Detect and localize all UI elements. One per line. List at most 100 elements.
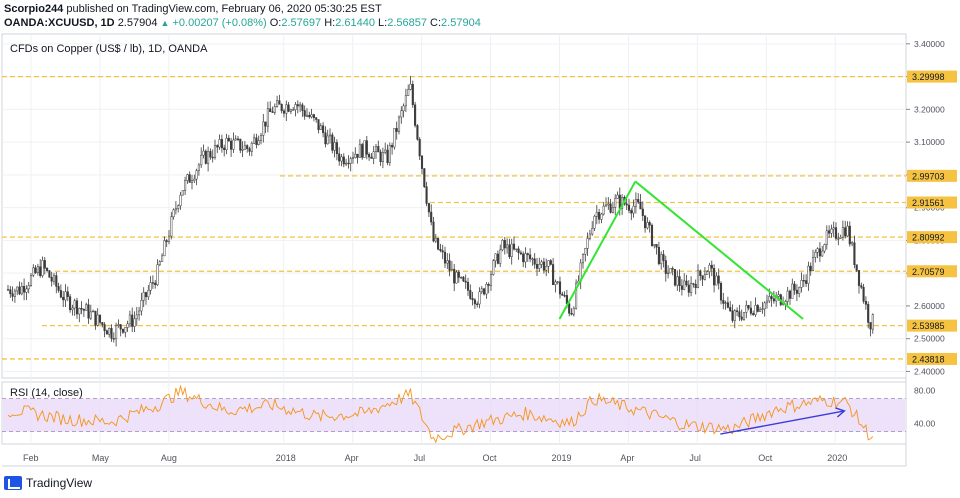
candle-body	[363, 140, 366, 158]
candle-body	[188, 174, 191, 183]
candle-body	[802, 280, 805, 282]
candle-body	[333, 142, 336, 151]
candle-body	[846, 225, 849, 237]
candle-body	[489, 274, 493, 286]
candle-body	[280, 104, 283, 112]
candle-body	[848, 225, 851, 245]
candle-body	[457, 271, 460, 278]
level-label: 2.99703	[912, 171, 945, 181]
candle-body	[703, 274, 706, 280]
candle-body	[814, 252, 817, 258]
candle-body	[673, 268, 677, 286]
publish-line: Scorpio244 published on TradingView.com,…	[4, 2, 481, 16]
candle-body	[151, 282, 154, 284]
candle-body	[16, 286, 19, 292]
candle-body	[119, 324, 122, 330]
candle-body	[338, 153, 341, 162]
candle-body	[73, 300, 76, 309]
candle-body	[121, 328, 125, 333]
candle-body	[526, 253, 529, 256]
candle-body	[324, 132, 327, 145]
candle-body	[52, 275, 56, 282]
downtrend-line	[634, 180, 804, 320]
candle-body	[632, 205, 635, 214]
candle-body	[342, 156, 345, 165]
candle-body	[660, 254, 663, 265]
candle-body	[558, 281, 562, 295]
candle-body	[259, 135, 263, 141]
candle-body	[825, 230, 828, 245]
candle-body	[692, 283, 695, 285]
candle-body	[379, 151, 382, 163]
candle-body	[519, 252, 522, 255]
candle-body	[614, 197, 617, 208]
candle-body	[305, 114, 309, 117]
candle-body	[202, 150, 205, 156]
candle-body	[301, 104, 304, 111]
candle-body	[591, 227, 594, 235]
candle-body	[439, 248, 442, 251]
candle-body	[354, 153, 357, 158]
candle-body	[662, 254, 665, 261]
close-value: 2.57904	[441, 17, 481, 29]
level-label: 2.80992	[912, 233, 945, 243]
candle-body	[287, 104, 290, 112]
candle-body	[602, 205, 605, 215]
level-label-bg	[907, 352, 957, 365]
candle-body	[322, 125, 325, 134]
candle-body	[708, 264, 711, 272]
candle-body	[600, 213, 603, 220]
candle-body	[282, 110, 286, 114]
candle-body	[303, 110, 306, 117]
candle-body	[837, 238, 840, 240]
candle-body	[724, 302, 727, 304]
candle-body	[478, 291, 481, 305]
candle-body	[646, 222, 649, 229]
candle-body	[499, 249, 502, 264]
candle-body	[299, 104, 302, 107]
publisher-name[interactable]: Scorpio244	[4, 3, 64, 15]
price-tick-label: 3.40000	[914, 39, 945, 49]
candle-body	[241, 149, 244, 151]
candle-body	[540, 261, 543, 265]
candle-body	[811, 257, 815, 271]
candle-body	[34, 267, 37, 273]
candle-body	[860, 285, 863, 288]
candle-body	[542, 261, 545, 271]
candle-body	[250, 142, 253, 152]
candle-body	[315, 117, 318, 120]
candle-body	[370, 156, 373, 159]
candle-body	[545, 266, 548, 271]
candle-body	[423, 168, 426, 187]
price-tick-label: 2.50000	[914, 334, 945, 344]
candle-body	[319, 125, 322, 130]
candle-body	[397, 116, 401, 132]
candle-body	[131, 314, 134, 327]
price-axis: 3.400003.300003.200003.100003.000002.900…	[906, 39, 957, 428]
candle-body	[349, 158, 352, 164]
chart-header: Scorpio244 published on TradingView.com,…	[4, 2, 481, 30]
candle-body	[80, 307, 83, 310]
candle-body	[460, 276, 463, 279]
candle-body	[29, 274, 33, 286]
candle-body	[266, 108, 269, 127]
candle-body	[128, 314, 131, 325]
candle-body	[740, 316, 743, 320]
candle-body	[59, 290, 62, 298]
candle-body	[278, 100, 281, 105]
candle-body	[800, 280, 803, 288]
candle-body	[655, 244, 658, 248]
candle-body	[420, 155, 424, 169]
last-price: 2.57904	[117, 17, 158, 29]
candle-body	[66, 291, 69, 297]
tradingview-logo[interactable]: TradingView	[4, 476, 92, 490]
candle-body	[407, 89, 410, 96]
candle-body	[441, 250, 444, 253]
time-tick-label: Feb	[23, 453, 39, 463]
candle-body	[312, 114, 315, 118]
candle-body	[57, 286, 60, 291]
candle-body	[841, 227, 844, 238]
candle-body	[777, 294, 780, 297]
candle-body	[62, 296, 65, 301]
